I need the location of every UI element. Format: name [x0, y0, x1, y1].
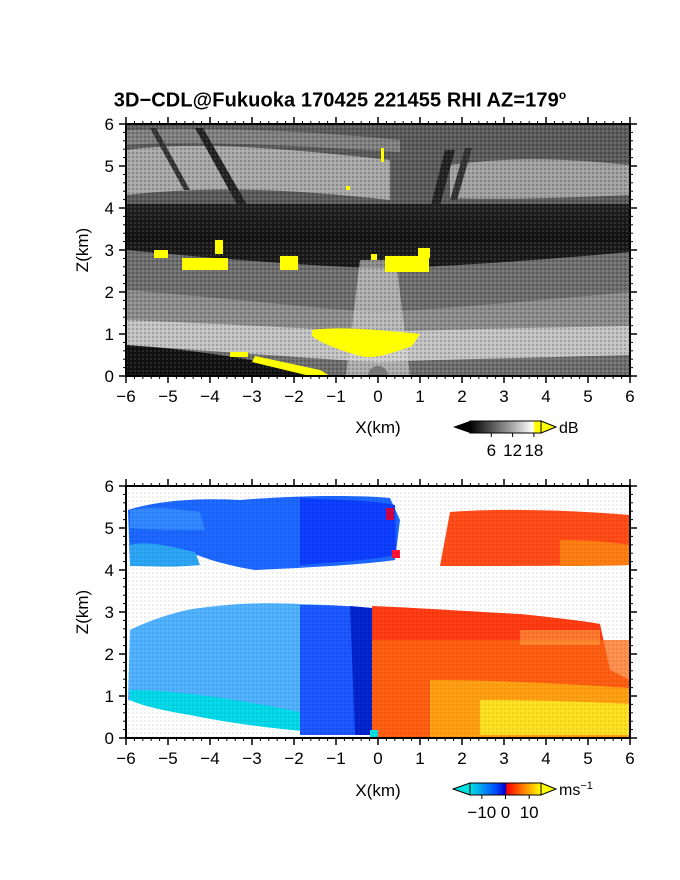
backscatter-cbtick-label: 6	[487, 441, 496, 460]
velocity-ticks: −6 −5 −4 −3 −2 −1 0 1 2 3 4 5 6 0 1 2 3 4 5 6	[105, 477, 637, 768]
backscatter-ytick-label: 5	[105, 157, 114, 176]
backscatter-colorbar-unit: dB	[559, 420, 579, 437]
velocity-xtick-label: 6	[625, 749, 634, 768]
backscatter-xtick-label: −1	[326, 387, 345, 406]
velocity-xtick-label: −1	[326, 749, 345, 768]
backscatter-ticks: −6 −5 −4 −3 −2 −1 0 1 2 3 4 5 6 0 1 2 3 4 5 6	[105, 115, 637, 406]
velocity-xtick-label: −6	[116, 749, 135, 768]
velocity-ytick-label: 6	[105, 477, 114, 496]
velocity-ytick-label: 3	[105, 603, 114, 622]
velocity-xlabel: X(km)	[355, 781, 400, 800]
velocity-ytick-label: 1	[105, 687, 114, 706]
backscatter-xtick-label: −6	[116, 387, 135, 406]
velocity-ylabel: Z(km)	[73, 590, 92, 634]
backscatter-xtick-label: 3	[499, 387, 508, 406]
velocity-ytick-label: 4	[105, 561, 114, 580]
velocity-colorbar-ticks: −10 0 10	[467, 795, 539, 822]
strong-return-3km	[154, 240, 430, 272]
velocity-ytick-label: 5	[105, 519, 114, 538]
velocity-xtick-label: 2	[457, 749, 466, 768]
velocity-xtick-label: 4	[541, 749, 550, 768]
velocity-colorbar-unit: ms−1	[559, 780, 593, 799]
backscatter-colorbar-ticks: 6 12 18	[487, 433, 543, 460]
velocity-cbtick-label: −10	[467, 803, 496, 822]
backscatter-xtick-label: 5	[583, 387, 592, 406]
backscatter-xtick-label: 2	[457, 387, 466, 406]
strong-return-surface	[230, 328, 420, 376]
backscatter-ytick-label: 0	[105, 367, 114, 386]
chart-title: 3D−CDL@Fukuoka 170425 221455 RHI AZ=179o	[113, 88, 567, 112]
velocity-field	[126, 486, 630, 738]
backscatter-xtick-label: −4	[200, 387, 219, 406]
backscatter-ytick-label: 6	[105, 115, 114, 134]
backscatter-xtick-label: 6	[625, 387, 634, 406]
backscatter-field	[126, 124, 630, 376]
backscatter-xtick-label: −5	[158, 387, 177, 406]
backscatter-xlabel: X(km)	[355, 418, 400, 437]
backscatter-colorbar: 6 12 18 dB	[453, 420, 579, 460]
backscatter-ytick-label: 4	[105, 199, 114, 218]
velocity-xtick-label: 1	[415, 749, 424, 768]
backscatter-xtick-label: 0	[373, 387, 382, 406]
backscatter-ylabel: Z(km)	[73, 228, 92, 272]
velocity-ytick-label: 0	[105, 729, 114, 748]
backscatter-xtick-label: −3	[242, 387, 261, 406]
velocity-xtick-label: 5	[583, 749, 592, 768]
velocity-colorbar: −10 0 10 ms−1	[451, 780, 593, 822]
velocity-cbtick-label: 10	[520, 803, 539, 822]
backscatter-ytick-label: 2	[105, 283, 114, 302]
velocity-xtick-label: 0	[373, 749, 382, 768]
backscatter-xtick-label: 4	[541, 387, 550, 406]
velocity-xtick-label: 3	[499, 749, 508, 768]
backscatter-cbtick-label: 18	[524, 441, 543, 460]
velocity-ytick-label: 2	[105, 645, 114, 664]
velocity-xtick-label: −2	[284, 749, 303, 768]
backscatter-cbtick-label: 12	[503, 441, 522, 460]
velocity-xtick-label: −5	[158, 749, 177, 768]
backscatter-xtick-label: 1	[415, 387, 424, 406]
velocity-xtick-label: −4	[200, 749, 219, 768]
backscatter-xtick-label: −2	[284, 387, 303, 406]
backscatter-ytick-label: 3	[105, 241, 114, 260]
velocity-xtick-label: −3	[242, 749, 261, 768]
backscatter-ytick-label: 1	[105, 325, 114, 344]
velocity-cbtick-label: 0	[501, 803, 510, 822]
